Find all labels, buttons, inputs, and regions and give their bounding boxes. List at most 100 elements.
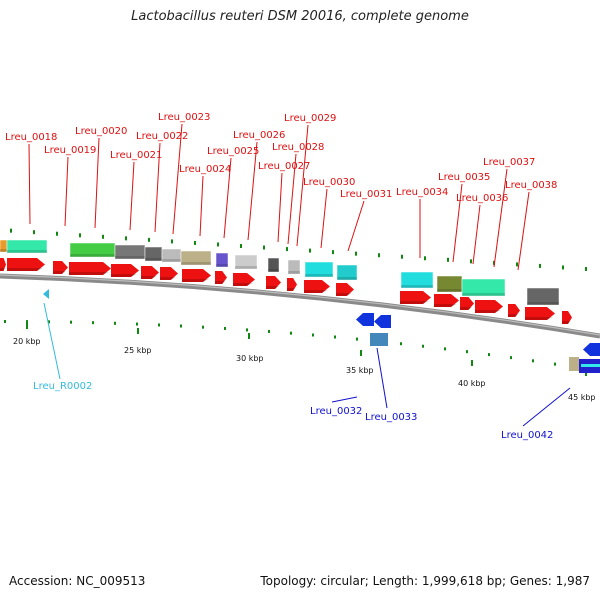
gene-label: Lreu_0022 xyxy=(136,131,188,142)
genome-backbone-highlight xyxy=(0,274,600,336)
gene-block-shade xyxy=(437,289,462,292)
minor-tick xyxy=(422,344,424,348)
cds-arrow-shade xyxy=(215,281,225,284)
minor-tick xyxy=(224,326,226,330)
minor-tick xyxy=(356,337,358,341)
cds-arrow-shade xyxy=(182,279,209,282)
gene-block xyxy=(336,264,358,281)
minor-tick xyxy=(48,320,50,324)
gene-labels: Lreu_0018 Lreu_0019 Lreu_0020 Lreu_0021 Lreu… xyxy=(5,112,557,441)
gene-label: Lreu_0034 xyxy=(396,187,448,198)
gene-label: Lreu_0032 xyxy=(310,406,362,417)
gene-block xyxy=(215,252,229,268)
gene-label: Lreu_0029 xyxy=(284,113,336,124)
leader-line xyxy=(296,124,309,247)
cds-arrow-shade xyxy=(266,286,279,289)
cds-arrow-forward xyxy=(434,294,459,307)
leader-line xyxy=(472,204,481,265)
cds-arrow-forward xyxy=(0,258,6,271)
minor-tick xyxy=(378,253,380,258)
cds-arrow-forward xyxy=(53,261,68,274)
minor-tick xyxy=(332,250,334,255)
minor-tick xyxy=(102,234,104,239)
scale-tick-label: 25 kbp xyxy=(124,346,152,355)
cds-arrow-shade xyxy=(233,283,253,286)
cds-arrow-forward xyxy=(304,280,330,293)
cds-arrow-reverse xyxy=(374,315,391,328)
cds-arrow-forward xyxy=(460,297,474,310)
gene-block-shade xyxy=(268,269,279,272)
minor-tick xyxy=(493,260,495,265)
cds-arrow-shade xyxy=(0,268,4,271)
genome-backbone xyxy=(0,273,600,339)
leader-line xyxy=(129,161,135,231)
gene-features xyxy=(0,239,600,373)
leader-line xyxy=(376,347,388,409)
gene-block-shade xyxy=(337,277,357,280)
minor-tick xyxy=(286,247,288,252)
scale-tick xyxy=(137,328,139,334)
gene-block-shade xyxy=(145,258,162,261)
leader-line xyxy=(493,168,508,268)
leader-line xyxy=(347,200,365,252)
leader-line xyxy=(172,123,183,235)
gene-label: Lreu_0024 xyxy=(179,164,231,175)
cds-arrow-shade xyxy=(287,288,295,291)
accession-text: Accession: NC_009513 xyxy=(9,574,146,588)
cds-arrow-shade xyxy=(508,314,518,317)
gene-label: Lreu_0033 xyxy=(365,412,417,423)
gene-label: Lreu_0018 xyxy=(5,132,57,143)
cds-arrow-shade xyxy=(69,272,109,275)
gene-label: Lreu_0026 xyxy=(233,130,285,141)
rna-gene-marker xyxy=(43,289,49,299)
cds-arrow-shade xyxy=(460,307,472,310)
minor-tick xyxy=(290,331,292,335)
minor-tick xyxy=(444,347,446,351)
gene-block-shade xyxy=(527,302,559,305)
minor-tick xyxy=(79,233,81,238)
gene-label: Lreu_0028 xyxy=(272,142,324,153)
minor-tick xyxy=(268,329,270,333)
gene-block xyxy=(400,271,434,289)
gene-block xyxy=(370,333,388,346)
minor-tick xyxy=(92,321,94,325)
leader-line xyxy=(94,137,100,229)
leader-line xyxy=(522,387,571,427)
gene-block-shade xyxy=(305,274,333,277)
gene-block-shade xyxy=(216,264,228,267)
cds-arrow-forward xyxy=(562,311,572,324)
cds-arrow-shade xyxy=(336,293,352,296)
leader-line xyxy=(320,188,328,249)
minor-tick xyxy=(470,259,472,264)
minor-tick xyxy=(194,240,196,245)
cds-arrow-shade xyxy=(141,276,157,279)
cds-arrow-forward xyxy=(215,271,227,284)
minor-tick xyxy=(263,245,265,250)
minor-tick xyxy=(148,237,150,242)
minor-tick xyxy=(562,265,564,270)
gene-label: Lreu_0035 xyxy=(438,172,490,183)
scale-tick xyxy=(360,350,362,356)
gene-block-shade xyxy=(401,285,433,288)
minor-tick xyxy=(125,236,127,241)
scale-tick xyxy=(248,333,250,339)
minor-tick xyxy=(401,254,403,259)
cds-arrow-shade xyxy=(475,310,501,313)
gene-label: Lreu_0038 xyxy=(505,180,557,191)
gene-label: Lreu_0030 xyxy=(303,177,355,188)
gene-label: Lreu_0023 xyxy=(158,112,210,123)
gene-label: Lreu_0025 xyxy=(207,146,259,157)
gene-label: Lreu_0037 xyxy=(483,157,535,168)
leader-line xyxy=(154,142,161,233)
cds-arrow-forward xyxy=(111,264,139,277)
leader-line xyxy=(223,157,232,239)
cds-arrow-forward xyxy=(7,258,45,271)
minor-tick xyxy=(355,251,357,256)
gene-label: Lreu_0042 xyxy=(501,430,553,441)
minor-tick xyxy=(171,239,173,244)
gene-label: Lreu_0027 xyxy=(258,161,310,172)
minor-tick xyxy=(539,263,541,268)
gene-label: Lreu_0031 xyxy=(340,189,392,200)
cds-arrow-forward xyxy=(141,266,159,279)
cds-arrow-forward xyxy=(400,291,431,304)
